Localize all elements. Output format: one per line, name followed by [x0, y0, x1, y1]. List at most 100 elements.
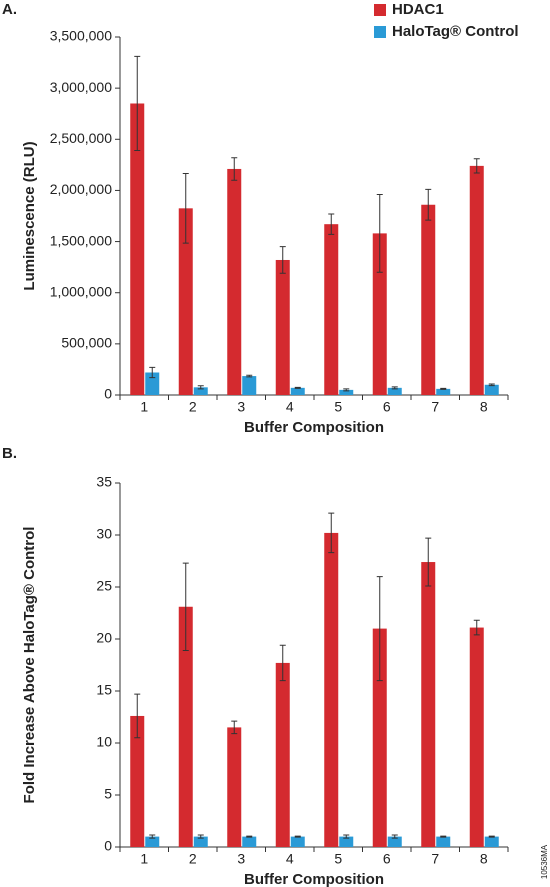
- x-tick-label: 3: [237, 851, 245, 867]
- error-bar: [182, 562, 189, 651]
- bar: [178, 208, 193, 395]
- error-bar: [197, 385, 204, 390]
- error-bar: [294, 835, 301, 838]
- y-tick-label: 20: [96, 630, 112, 646]
- bar: [275, 662, 290, 847]
- error-bar: [343, 834, 350, 839]
- bar: [242, 836, 257, 847]
- error-bar: [246, 374, 253, 378]
- y-tick-label: 500,000: [61, 335, 112, 351]
- bar: [130, 103, 145, 395]
- error-bar: [231, 157, 238, 181]
- bar: [242, 376, 257, 395]
- error-bar: [391, 386, 398, 390]
- error-bar: [473, 158, 480, 174]
- bar: [227, 727, 242, 847]
- bar: [275, 259, 290, 395]
- x-tick-label: 1: [140, 399, 148, 415]
- bar: [339, 389, 354, 395]
- bar: [145, 836, 160, 847]
- bar: [421, 562, 436, 847]
- x-tick-label: 6: [383, 851, 391, 867]
- x-tick-label: 8: [480, 399, 488, 415]
- bar: [436, 388, 451, 395]
- x-tick-label: 3: [237, 399, 245, 415]
- error-bar: [149, 366, 156, 379]
- bar: [484, 384, 499, 395]
- bar: [469, 627, 484, 847]
- y-tick-label: 15: [96, 682, 112, 698]
- error-bar: [488, 835, 495, 838]
- error-bar: [231, 720, 238, 735]
- x-tick-label: 5: [334, 851, 342, 867]
- bar: [324, 532, 339, 847]
- figure-code: 10536MA: [540, 844, 549, 879]
- error-bar: [391, 834, 398, 839]
- legend-label: HaloTag® Control: [392, 23, 519, 40]
- y-tick-label: 10: [96, 734, 112, 750]
- error-bar: [197, 834, 204, 839]
- y-axis-label: Luminescence (RLU): [21, 141, 38, 290]
- bar: [421, 204, 436, 395]
- bar: [387, 387, 402, 395]
- x-axis-label: Buffer Composition: [244, 419, 384, 436]
- x-tick-label: 4: [286, 851, 294, 867]
- error-bar: [328, 213, 335, 235]
- error-bar: [328, 512, 335, 554]
- bar: [484, 836, 499, 847]
- bar: [372, 233, 387, 395]
- y-tick-label: 5: [104, 786, 112, 802]
- bar: [372, 628, 387, 847]
- bar: [339, 836, 354, 847]
- error-bar: [246, 835, 253, 838]
- y-tick-label: 0: [104, 386, 112, 402]
- error-bar: [279, 644, 286, 682]
- error-bar: [182, 173, 189, 244]
- error-bar: [440, 835, 447, 838]
- bar: [145, 372, 160, 395]
- x-axis-label: Buffer Composition: [244, 871, 384, 887]
- error-bar: [488, 383, 495, 387]
- error-bar: [149, 834, 156, 839]
- y-tick-label: 30: [96, 526, 112, 542]
- error-bar: [343, 388, 350, 392]
- bar: [436, 836, 451, 847]
- x-tick-label: 6: [383, 399, 391, 415]
- y-tick-label: 35: [96, 474, 112, 490]
- x-tick-label: 8: [480, 851, 488, 867]
- legend-swatch: [374, 4, 386, 16]
- x-tick-label: 4: [286, 399, 294, 415]
- y-tick-label: 2,500,000: [50, 130, 112, 146]
- bar: [387, 836, 402, 847]
- error-bar: [425, 537, 432, 587]
- y-tick-label: 0: [104, 838, 112, 854]
- y-tick-label: 25: [96, 578, 112, 594]
- error-bar: [134, 55, 141, 152]
- legend-swatch: [374, 26, 386, 38]
- bar: [290, 387, 305, 395]
- x-tick-label: 2: [189, 851, 197, 867]
- error-bar: [425, 188, 432, 221]
- y-tick-label: 1,500,000: [50, 232, 112, 248]
- bar: [130, 715, 145, 847]
- error-bar: [279, 246, 286, 274]
- x-tick-label: 5: [334, 399, 342, 415]
- legend-label: HDAC1: [392, 1, 444, 18]
- y-tick-label: 1,000,000: [50, 283, 112, 299]
- error-bar: [376, 576, 383, 682]
- y-tick-label: 2,000,000: [50, 181, 112, 197]
- panel-label: B.: [2, 445, 17, 462]
- bar: [290, 836, 305, 847]
- error-bar: [134, 693, 141, 739]
- error-bar: [473, 619, 480, 636]
- x-tick-label: 7: [431, 851, 439, 867]
- bar: [469, 165, 484, 395]
- y-tick-label: 3,500,000: [50, 28, 112, 44]
- bar: [193, 387, 208, 395]
- y-axis-label: Fold Increase Above HaloTag® Control: [21, 527, 38, 804]
- bar: [227, 168, 242, 395]
- error-bar: [440, 387, 447, 390]
- x-tick-label: 2: [189, 399, 197, 415]
- bar: [324, 224, 339, 395]
